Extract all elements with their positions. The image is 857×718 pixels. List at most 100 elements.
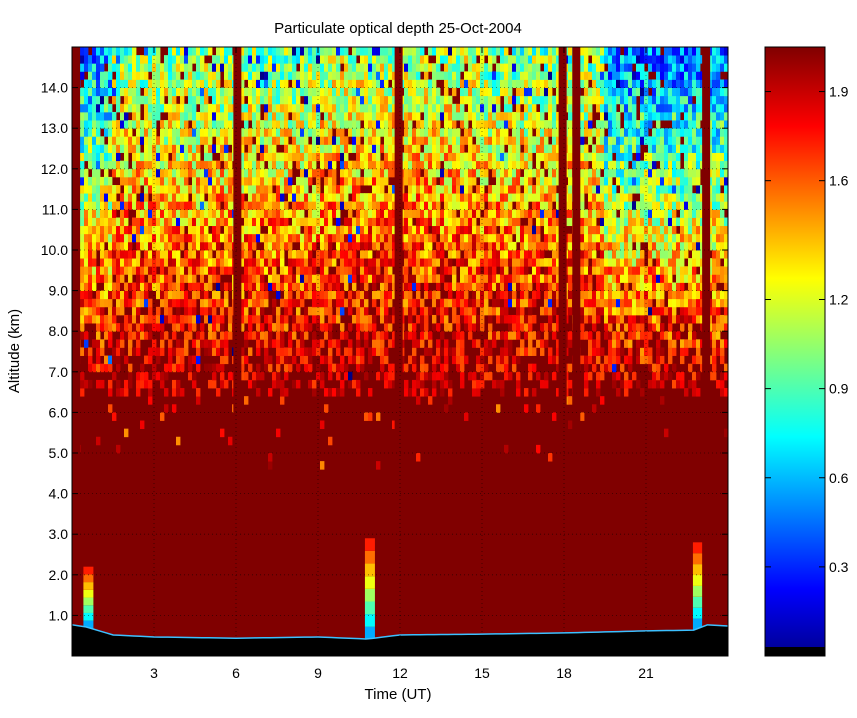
heatmap-cell — [556, 176, 561, 186]
heatmap-cell — [380, 95, 385, 105]
heatmap-cell — [332, 71, 337, 80]
heatmap-cell — [596, 266, 601, 275]
heatmap-cell — [212, 63, 217, 72]
heatmap-cell — [392, 160, 397, 170]
heatmap-cell — [112, 225, 117, 235]
heatmap-cell — [432, 128, 437, 137]
heatmap-cell — [204, 63, 209, 72]
heatmap-cell — [316, 274, 321, 283]
heatmap-cell — [164, 250, 169, 259]
heatmap-cell — [324, 258, 329, 267]
heatmap-cell — [184, 193, 189, 202]
heatmap-cell — [508, 371, 513, 381]
heatmap-cell — [316, 298, 321, 308]
heatmap-cell — [384, 136, 389, 145]
heatmap-cell — [128, 266, 133, 275]
heatmap-cell — [380, 371, 385, 381]
heatmap-cell — [220, 103, 225, 113]
heatmap-cell — [432, 258, 437, 267]
heatmap-cell — [480, 258, 485, 267]
heatmap-cell — [320, 152, 325, 162]
heatmap-cell — [556, 233, 561, 243]
heatmap-cell — [424, 103, 429, 113]
heatmap-cell — [416, 266, 421, 275]
heatmap-cell — [620, 103, 625, 113]
heatmap-cell — [220, 363, 225, 373]
heatmap-cell — [612, 225, 617, 235]
heatmap-cell — [372, 217, 377, 227]
heatmap-cell — [532, 87, 537, 97]
heatmap-cell — [496, 95, 501, 105]
heatmap-cell — [584, 47, 589, 56]
heatmap-cell — [96, 111, 101, 121]
heatmap-cell — [116, 201, 121, 210]
heatmap-cell — [456, 79, 461, 88]
heatmap-cell — [356, 388, 361, 397]
heatmap-cell — [552, 298, 557, 308]
heatmap-cell — [568, 282, 573, 291]
heatmap-cell — [592, 258, 597, 267]
heatmap-cell — [140, 120, 145, 129]
heatmap-cell — [176, 298, 181, 308]
heatmap-cell — [496, 201, 501, 210]
heatmap-cell — [120, 339, 125, 348]
heatmap-cell — [340, 258, 345, 267]
heatmap-cell — [148, 250, 153, 259]
heatmap-cell — [252, 144, 257, 153]
heatmap-cell — [620, 176, 625, 186]
heatmap-cell — [484, 71, 489, 80]
heatmap-cell — [140, 363, 145, 373]
heatmap-cell — [104, 144, 109, 153]
heatmap-cell — [532, 274, 537, 283]
heatmap-cell — [244, 225, 249, 235]
heatmap-cell — [540, 47, 545, 56]
heatmap-cell — [568, 331, 573, 340]
heatmap-cell — [456, 47, 461, 56]
heatmap-cell — [312, 120, 317, 129]
heatmap-cell — [524, 209, 529, 218]
heatmap-cell — [484, 298, 489, 308]
heatmap-cell — [164, 87, 169, 97]
heatmap-cell — [200, 233, 205, 243]
heatmap-cell — [248, 71, 253, 80]
heatmap-cell — [524, 201, 529, 210]
heatmap-cell — [284, 87, 289, 97]
heatmap-cell — [188, 363, 193, 373]
heatmap-cell — [532, 111, 537, 121]
heatmap-cell — [588, 209, 593, 218]
heatmap-cell — [256, 225, 261, 235]
heatmap-cell — [120, 111, 125, 121]
heatmap-cell — [432, 79, 437, 88]
heatmap-cell — [188, 63, 193, 72]
heatmap-cell — [536, 176, 541, 186]
heatmap-cell — [148, 185, 153, 194]
heatmap-cell — [164, 306, 169, 316]
heatmap-cell — [240, 168, 245, 178]
heatmap-cell — [372, 314, 377, 324]
heatmap-cell — [376, 63, 381, 72]
heatmap-cell — [196, 176, 201, 186]
heatmap-cell — [368, 225, 373, 235]
heatmap-cell — [320, 168, 325, 178]
heatmap-cell — [536, 241, 541, 251]
heatmap-cell — [556, 95, 561, 105]
heatmap-cell — [504, 225, 509, 235]
heatmap-cell — [428, 185, 433, 194]
heatmap-cell — [380, 282, 385, 291]
heatmap-cell — [588, 128, 593, 137]
heatmap-cell — [160, 241, 165, 251]
heatmap-cell — [296, 87, 301, 97]
heatmap-cell — [612, 79, 617, 88]
heatmap-cell — [312, 160, 317, 170]
heatmap-cell — [504, 355, 509, 365]
heatmap-cell — [292, 120, 297, 129]
heatmap-cell — [176, 71, 181, 80]
heatmap-cell — [308, 103, 313, 113]
heatmap-cell — [284, 298, 289, 308]
heatmap-cell — [164, 363, 169, 373]
heatmap-cell — [204, 314, 209, 324]
heatmap-cell — [448, 250, 453, 259]
heatmap-cell — [376, 120, 381, 129]
heatmap-cell — [548, 233, 553, 243]
heatmap-cell — [240, 176, 245, 186]
